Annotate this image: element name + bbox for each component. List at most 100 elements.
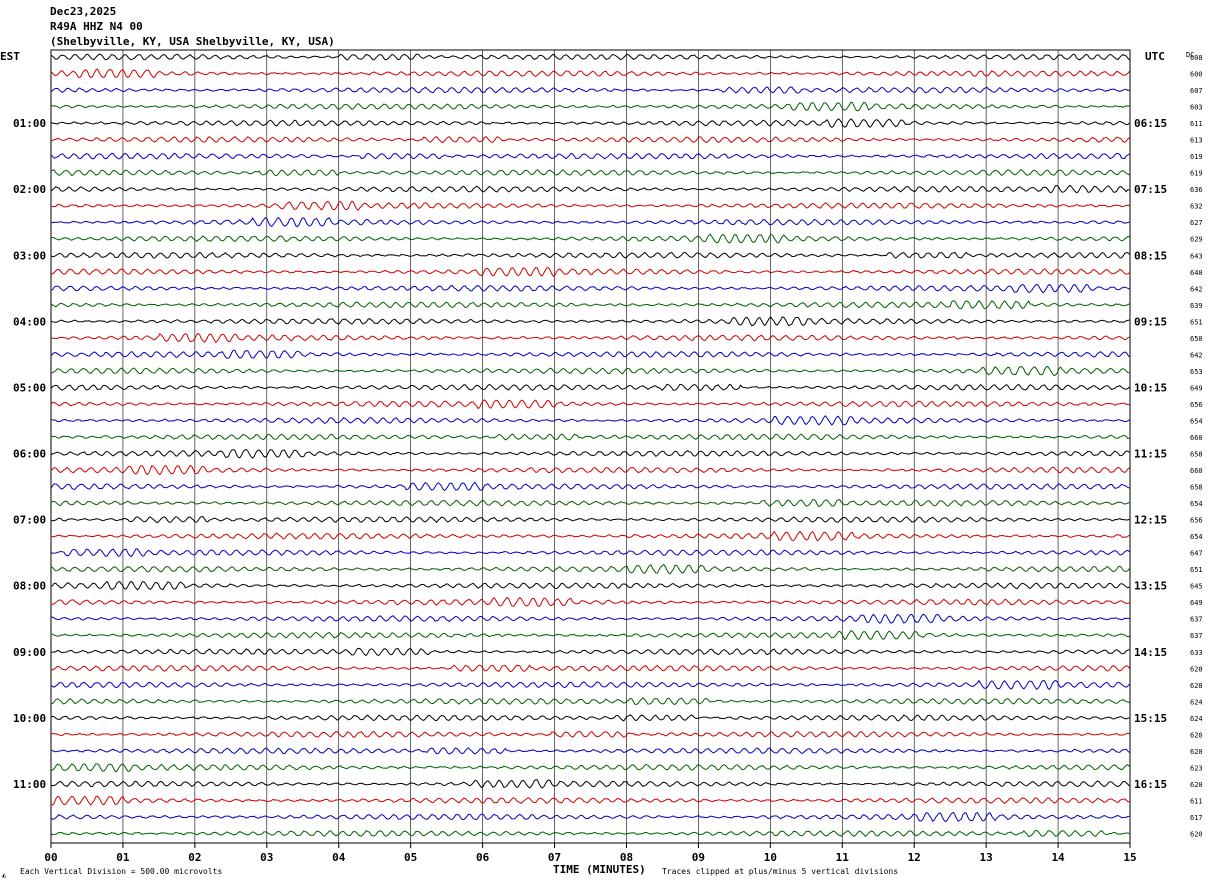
dc-offset-label: 656 xyxy=(1190,401,1203,409)
trace-row-24 xyxy=(50,433,1130,441)
trace-row-33 xyxy=(50,580,1130,591)
trace-row-25 xyxy=(50,448,1130,459)
left-hour-label: 02:00 xyxy=(13,183,46,196)
header-date: Dec23,2025 xyxy=(50,5,117,18)
dc-offset-label: 640 xyxy=(1190,269,1203,277)
trace-row-16 xyxy=(50,299,1130,310)
right-hour-label: 16:15 xyxy=(1134,778,1167,791)
trace-row-27 xyxy=(50,481,1130,491)
dc-offset-label: 611 xyxy=(1190,120,1203,128)
dc-offset-label: 600 xyxy=(1190,71,1203,79)
trace-row-30 xyxy=(50,530,1130,542)
x-tick-label: 05 xyxy=(404,851,417,864)
right-hour-label: 11:15 xyxy=(1134,448,1167,461)
chart-grid xyxy=(50,49,1131,848)
trace-row-48 xyxy=(50,829,1130,838)
trace-row-44 xyxy=(50,763,1130,773)
trace-row-38 xyxy=(50,664,1130,673)
x-tick-label: 02 xyxy=(188,851,201,864)
dc-offset-label: 650 xyxy=(1190,335,1203,343)
dc-offset-label: 624 xyxy=(1190,715,1203,723)
trace-row-5 xyxy=(50,118,1130,129)
dc-offset-label: 639 xyxy=(1190,302,1203,310)
x-tick-label: 14 xyxy=(1051,851,1065,864)
dc-offset-label: 651 xyxy=(1190,318,1203,326)
x-tick-label: 06 xyxy=(476,851,490,864)
dc-offset-label: 628 xyxy=(1190,682,1203,690)
right-hour-label: 13:15 xyxy=(1134,580,1167,593)
trace-row-22 xyxy=(50,399,1130,410)
trace-row-42 xyxy=(50,730,1130,738)
dc-offset-label: 624 xyxy=(1190,698,1203,706)
x-tick-label: 12 xyxy=(908,851,921,864)
trace-row-43 xyxy=(50,747,1130,755)
header-location: (Shelbyville, KY, USA Shelbyville, KY, U… xyxy=(50,35,335,48)
dc-offset-label: 617 xyxy=(1190,814,1203,822)
x-tick-label: 10 xyxy=(764,851,777,864)
x-tick-label: 11 xyxy=(836,851,850,864)
dc-offset-label: 620 xyxy=(1190,830,1203,838)
x-axis-title: TIME (MINUTES) xyxy=(553,863,646,876)
dc-offset-label: 620 xyxy=(1190,781,1203,789)
dc-offset-label: 613 xyxy=(1190,137,1203,145)
dc-offset-label: 651 xyxy=(1190,566,1203,574)
x-tick-label: 07 xyxy=(548,851,561,864)
trace-row-10 xyxy=(50,200,1130,211)
dc-header-label: DC xyxy=(1186,51,1194,59)
right-hour-label: 15:15 xyxy=(1134,712,1167,725)
left-hour-label: 07:00 xyxy=(13,514,46,527)
dc-offset-label: 636 xyxy=(1190,186,1203,194)
dc-offset-label: 658 xyxy=(1190,451,1203,459)
dc-offset-label: 620 xyxy=(1190,731,1203,739)
dc-offset-label: 649 xyxy=(1190,384,1203,392)
trace-row-19 xyxy=(50,349,1130,359)
x-tick-label: 13 xyxy=(980,851,993,864)
left-hour-label: 04:00 xyxy=(13,315,46,328)
x-tick-label: 03 xyxy=(260,851,273,864)
left-hour-label: 01:00 xyxy=(13,117,46,130)
right-hour-label: 10:15 xyxy=(1134,381,1167,394)
dc-offset-label: 643 xyxy=(1190,252,1203,260)
dc-offset-label: 660 xyxy=(1190,467,1203,475)
dc-offset-label: 632 xyxy=(1190,203,1203,211)
dc-offset-label: 637 xyxy=(1190,616,1203,624)
right-hour-label: 09:15 xyxy=(1134,315,1167,328)
trace-row-15 xyxy=(50,283,1130,294)
trace-row-12 xyxy=(50,233,1130,244)
right-timezone-label: UTC xyxy=(1145,50,1165,63)
right-hour-label: 08:15 xyxy=(1134,249,1167,262)
trace-row-9 xyxy=(50,184,1130,194)
dc-offset-label: 654 xyxy=(1190,500,1203,508)
dc-offset-label: 642 xyxy=(1190,285,1203,293)
dc-offset-label: 642 xyxy=(1190,351,1203,359)
trace-row-1 xyxy=(50,53,1130,61)
dc-offset-label: 654 xyxy=(1190,417,1203,425)
left-timezone-label: EST xyxy=(0,50,20,63)
dc-offset-label: 627 xyxy=(1190,219,1203,227)
trace-layer xyxy=(50,53,1130,838)
dc-offset-label: 628 xyxy=(1190,665,1203,673)
dc-offset-label: 654 xyxy=(1190,533,1203,541)
dc-offset-label: 603 xyxy=(1190,104,1203,112)
dc-offset-label: 647 xyxy=(1190,550,1203,558)
right-hour-label: 06:15 xyxy=(1134,117,1167,130)
label-layer: EST UTC DC Each Vertical Division = 500.… xyxy=(0,50,1203,879)
dc-offset-label: 629 xyxy=(1190,236,1203,244)
trace-row-8 xyxy=(50,169,1130,177)
right-hour-label: 07:15 xyxy=(1134,183,1167,196)
dc-offset-label: 619 xyxy=(1190,153,1203,161)
dc-offset-label: 656 xyxy=(1190,517,1203,525)
trace-row-32 xyxy=(50,563,1130,575)
plot-frame xyxy=(50,49,1131,844)
trace-row-47 xyxy=(50,811,1130,823)
trace-row-26 xyxy=(50,465,1130,476)
left-hour-label: 08:00 xyxy=(13,580,46,593)
dc-offset-label: 658 xyxy=(1190,484,1203,492)
dc-offset-label: 608 xyxy=(1190,54,1203,62)
dc-offset-label: 619 xyxy=(1190,170,1203,178)
trace-row-35 xyxy=(50,613,1130,624)
trace-row-41 xyxy=(50,714,1130,722)
dc-offset-label: 653 xyxy=(1190,368,1203,376)
trace-row-23 xyxy=(50,415,1130,426)
